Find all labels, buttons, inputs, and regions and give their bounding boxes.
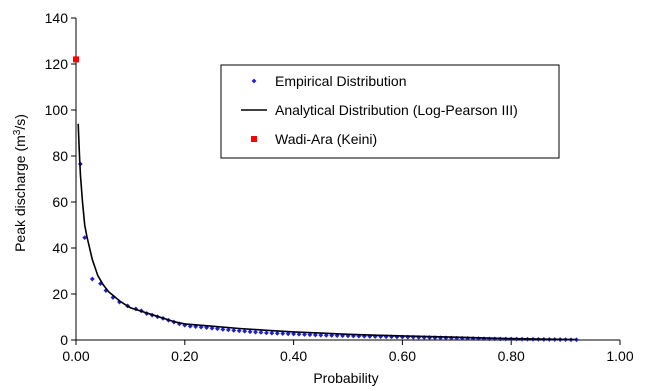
y-axis-title-prefix: Peak discharge (m bbox=[12, 135, 28, 252]
empirical-point bbox=[242, 328, 248, 334]
empirical-point bbox=[302, 332, 307, 337]
empirical-point bbox=[465, 335, 471, 341]
legend-symbol-square bbox=[251, 136, 257, 142]
legend-label: Analytical Distribution (Log-Pearson III… bbox=[275, 102, 518, 118]
empirical-point bbox=[285, 331, 291, 337]
axes bbox=[75, 18, 620, 341]
empirical-point bbox=[318, 332, 324, 338]
empirical-point bbox=[274, 330, 280, 336]
legend-symbol-diamond bbox=[251, 78, 257, 84]
empirical-point bbox=[89, 276, 95, 282]
empirical-point bbox=[264, 330, 269, 336]
empirical-point bbox=[220, 327, 226, 332]
empirical-point bbox=[280, 331, 286, 336]
empirical-point bbox=[291, 331, 296, 337]
y-tick-label: 60 bbox=[52, 194, 68, 210]
empirical-point bbox=[307, 332, 313, 338]
x-axis-title: Probability bbox=[313, 370, 378, 386]
empirical-point bbox=[323, 333, 329, 338]
x-tick-label: 0.20 bbox=[171, 348, 198, 364]
legend-label: Empirical Distribution bbox=[275, 73, 406, 89]
ticks: 0 20 40 60 80 100 120 140 0.00 0.20 0.40 0.60 0.80 1.… bbox=[45, 10, 634, 364]
y-axis-title-superscript: 3 bbox=[12, 129, 23, 135]
empirical-point bbox=[329, 333, 335, 338]
empirical-point bbox=[247, 329, 253, 335]
empirical-point bbox=[236, 328, 242, 334]
empirical-point bbox=[312, 332, 318, 338]
plot-area bbox=[73, 56, 579, 343]
empirical-point bbox=[340, 333, 345, 339]
empirical-point bbox=[296, 331, 302, 337]
empirical-point bbox=[82, 235, 88, 241]
x-tick-label: 0.00 bbox=[62, 348, 89, 364]
y-axis-title: Peak discharge (m3/s) bbox=[12, 114, 29, 252]
x-tick-label: 0.40 bbox=[280, 348, 307, 364]
legend-box bbox=[220, 64, 560, 159]
y-tick-label: 40 bbox=[52, 240, 68, 256]
x-tick-label: 0.80 bbox=[498, 348, 525, 364]
y-tick-label: 100 bbox=[45, 102, 69, 118]
legend: Empirical Distribution Analytical Distrib… bbox=[220, 64, 560, 159]
y-tick-label: 120 bbox=[45, 56, 69, 72]
series-line-log-pearson-iii bbox=[77, 123, 577, 341]
wadi-ara-point bbox=[73, 56, 79, 63]
empirical-point bbox=[225, 327, 231, 333]
legend-label: Wadi-Ara (Keini) bbox=[275, 131, 377, 147]
empirical-point bbox=[269, 330, 275, 336]
empirical-point bbox=[253, 329, 258, 335]
empirical-point bbox=[470, 336, 476, 341]
empirical-point bbox=[258, 330, 264, 335]
x-tick-label: 0.60 bbox=[389, 348, 416, 364]
y-tick-label: 0 bbox=[60, 332, 68, 348]
empirical-point bbox=[198, 324, 204, 330]
y-axis-title-suffix: /s) bbox=[12, 114, 28, 130]
empirical-point bbox=[334, 333, 340, 339]
empirical-point bbox=[476, 336, 481, 342]
empirical-point bbox=[110, 295, 116, 300]
y-tick-label: 140 bbox=[45, 10, 69, 26]
empirical-point bbox=[231, 327, 237, 333]
y-tick-label: 20 bbox=[52, 286, 68, 302]
x-tick-label: 1.00 bbox=[606, 348, 633, 364]
y-tick-label: 80 bbox=[52, 148, 68, 164]
